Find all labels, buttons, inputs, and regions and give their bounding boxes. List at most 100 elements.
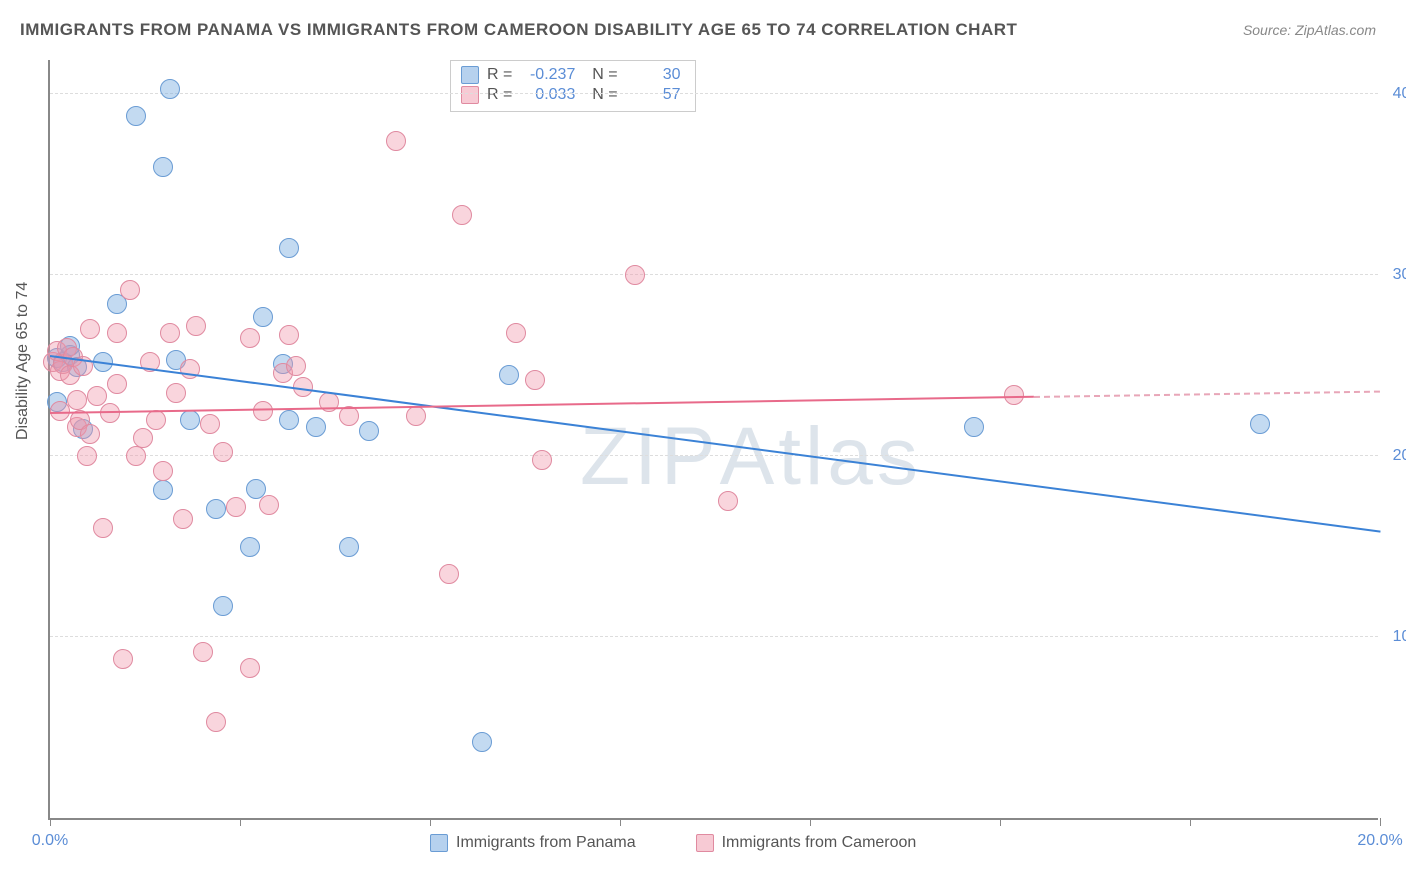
r-label: R =	[487, 86, 512, 104]
scatter-point	[1250, 414, 1270, 434]
swatch-pink-icon	[696, 834, 714, 852]
xtick-label: 20.0%	[1357, 832, 1402, 850]
xtick	[1000, 818, 1001, 826]
scatter-point	[532, 450, 552, 470]
legend-label-panama: Immigrants from Panama	[456, 834, 636, 852]
xtick	[1380, 818, 1381, 826]
scatter-point	[213, 596, 233, 616]
scatter-point	[153, 480, 173, 500]
regression-line	[50, 396, 1034, 414]
scatter-point	[120, 280, 140, 300]
scatter-point	[186, 316, 206, 336]
legend-item-panama: Immigrants from Panama	[430, 834, 636, 852]
scatter-point	[286, 356, 306, 376]
stats-row-cameroon: R = 0.033 N = 57	[461, 85, 681, 105]
gridline	[50, 93, 1378, 94]
scatter-point	[206, 712, 226, 732]
scatter-point	[126, 446, 146, 466]
scatter-point	[146, 410, 166, 430]
y-axis-label: Disability Age 65 to 74	[14, 282, 32, 440]
scatter-point	[213, 442, 233, 462]
xtick	[1190, 818, 1191, 826]
scatter-point	[107, 323, 127, 343]
plot-area: ZIPAtlas R = -0.237 N = 30 R = 0.033 N =…	[48, 60, 1378, 820]
scatter-point	[193, 642, 213, 662]
scatter-point	[253, 307, 273, 327]
scatter-point	[1004, 385, 1024, 405]
scatter-point	[166, 383, 186, 403]
r-label: R =	[487, 66, 512, 84]
gridline	[50, 274, 1378, 275]
xtick	[240, 818, 241, 826]
regression-line	[50, 355, 1380, 533]
swatch-pink-icon	[461, 86, 479, 104]
ytick-label: 10.0%	[1383, 628, 1406, 646]
scatter-point	[200, 414, 220, 434]
scatter-point	[153, 157, 173, 177]
xtick	[50, 818, 51, 826]
n-label: N =	[583, 86, 617, 104]
scatter-point	[506, 323, 526, 343]
scatter-point	[180, 410, 200, 430]
scatter-point	[472, 732, 492, 752]
scatter-point	[113, 649, 133, 669]
scatter-point	[240, 658, 260, 678]
scatter-point	[80, 424, 100, 444]
scatter-point	[306, 417, 326, 437]
ytick-label: 40.0%	[1383, 85, 1406, 103]
n-label: N =	[583, 66, 617, 84]
chart-title: IMMIGRANTS FROM PANAMA VS IMMIGRANTS FRO…	[20, 20, 1017, 40]
scatter-point	[406, 406, 426, 426]
scatter-point	[625, 265, 645, 285]
scatter-point	[253, 401, 273, 421]
scatter-point	[359, 421, 379, 441]
bottom-legend: Immigrants from Panama Immigrants from C…	[430, 834, 916, 852]
gridline	[50, 636, 1378, 637]
scatter-point	[126, 106, 146, 126]
xtick-label: 0.0%	[32, 832, 68, 850]
ytick-label: 30.0%	[1383, 266, 1406, 284]
scatter-point	[499, 365, 519, 385]
n-value-panama: 30	[626, 66, 681, 84]
scatter-point	[439, 564, 459, 584]
scatter-point	[718, 491, 738, 511]
scatter-point	[452, 205, 472, 225]
legend-item-cameroon: Immigrants from Cameroon	[696, 834, 917, 852]
scatter-point	[240, 328, 260, 348]
legend-label-cameroon: Immigrants from Cameroon	[722, 834, 917, 852]
scatter-point	[160, 79, 180, 99]
scatter-point	[93, 518, 113, 538]
xtick	[430, 818, 431, 826]
scatter-point	[339, 406, 359, 426]
stats-row-panama: R = -0.237 N = 30	[461, 65, 681, 85]
regression-line	[1034, 391, 1380, 398]
scatter-point	[964, 417, 984, 437]
scatter-point	[226, 497, 246, 517]
scatter-point	[77, 446, 97, 466]
swatch-blue-icon	[430, 834, 448, 852]
scatter-point	[279, 410, 299, 430]
scatter-point	[107, 374, 127, 394]
n-value-cameroon: 57	[626, 86, 681, 104]
stats-legend-box: R = -0.237 N = 30 R = 0.033 N = 57	[450, 60, 696, 112]
r-value-panama: -0.237	[520, 66, 575, 84]
scatter-point	[279, 238, 299, 258]
scatter-point	[386, 131, 406, 151]
scatter-point	[67, 390, 87, 410]
source-attribution: Source: ZipAtlas.com	[1243, 22, 1376, 38]
scatter-point	[525, 370, 545, 390]
scatter-point	[240, 537, 260, 557]
scatter-point	[153, 461, 173, 481]
xtick	[810, 818, 811, 826]
ytick-label: 20.0%	[1383, 447, 1406, 465]
scatter-point	[160, 323, 180, 343]
xtick	[620, 818, 621, 826]
scatter-point	[80, 319, 100, 339]
scatter-point	[279, 325, 299, 345]
swatch-blue-icon	[461, 66, 479, 84]
scatter-point	[259, 495, 279, 515]
scatter-point	[133, 428, 153, 448]
gridline	[50, 455, 1378, 456]
watermark: ZIPAtlas	[580, 410, 922, 504]
scatter-point	[339, 537, 359, 557]
